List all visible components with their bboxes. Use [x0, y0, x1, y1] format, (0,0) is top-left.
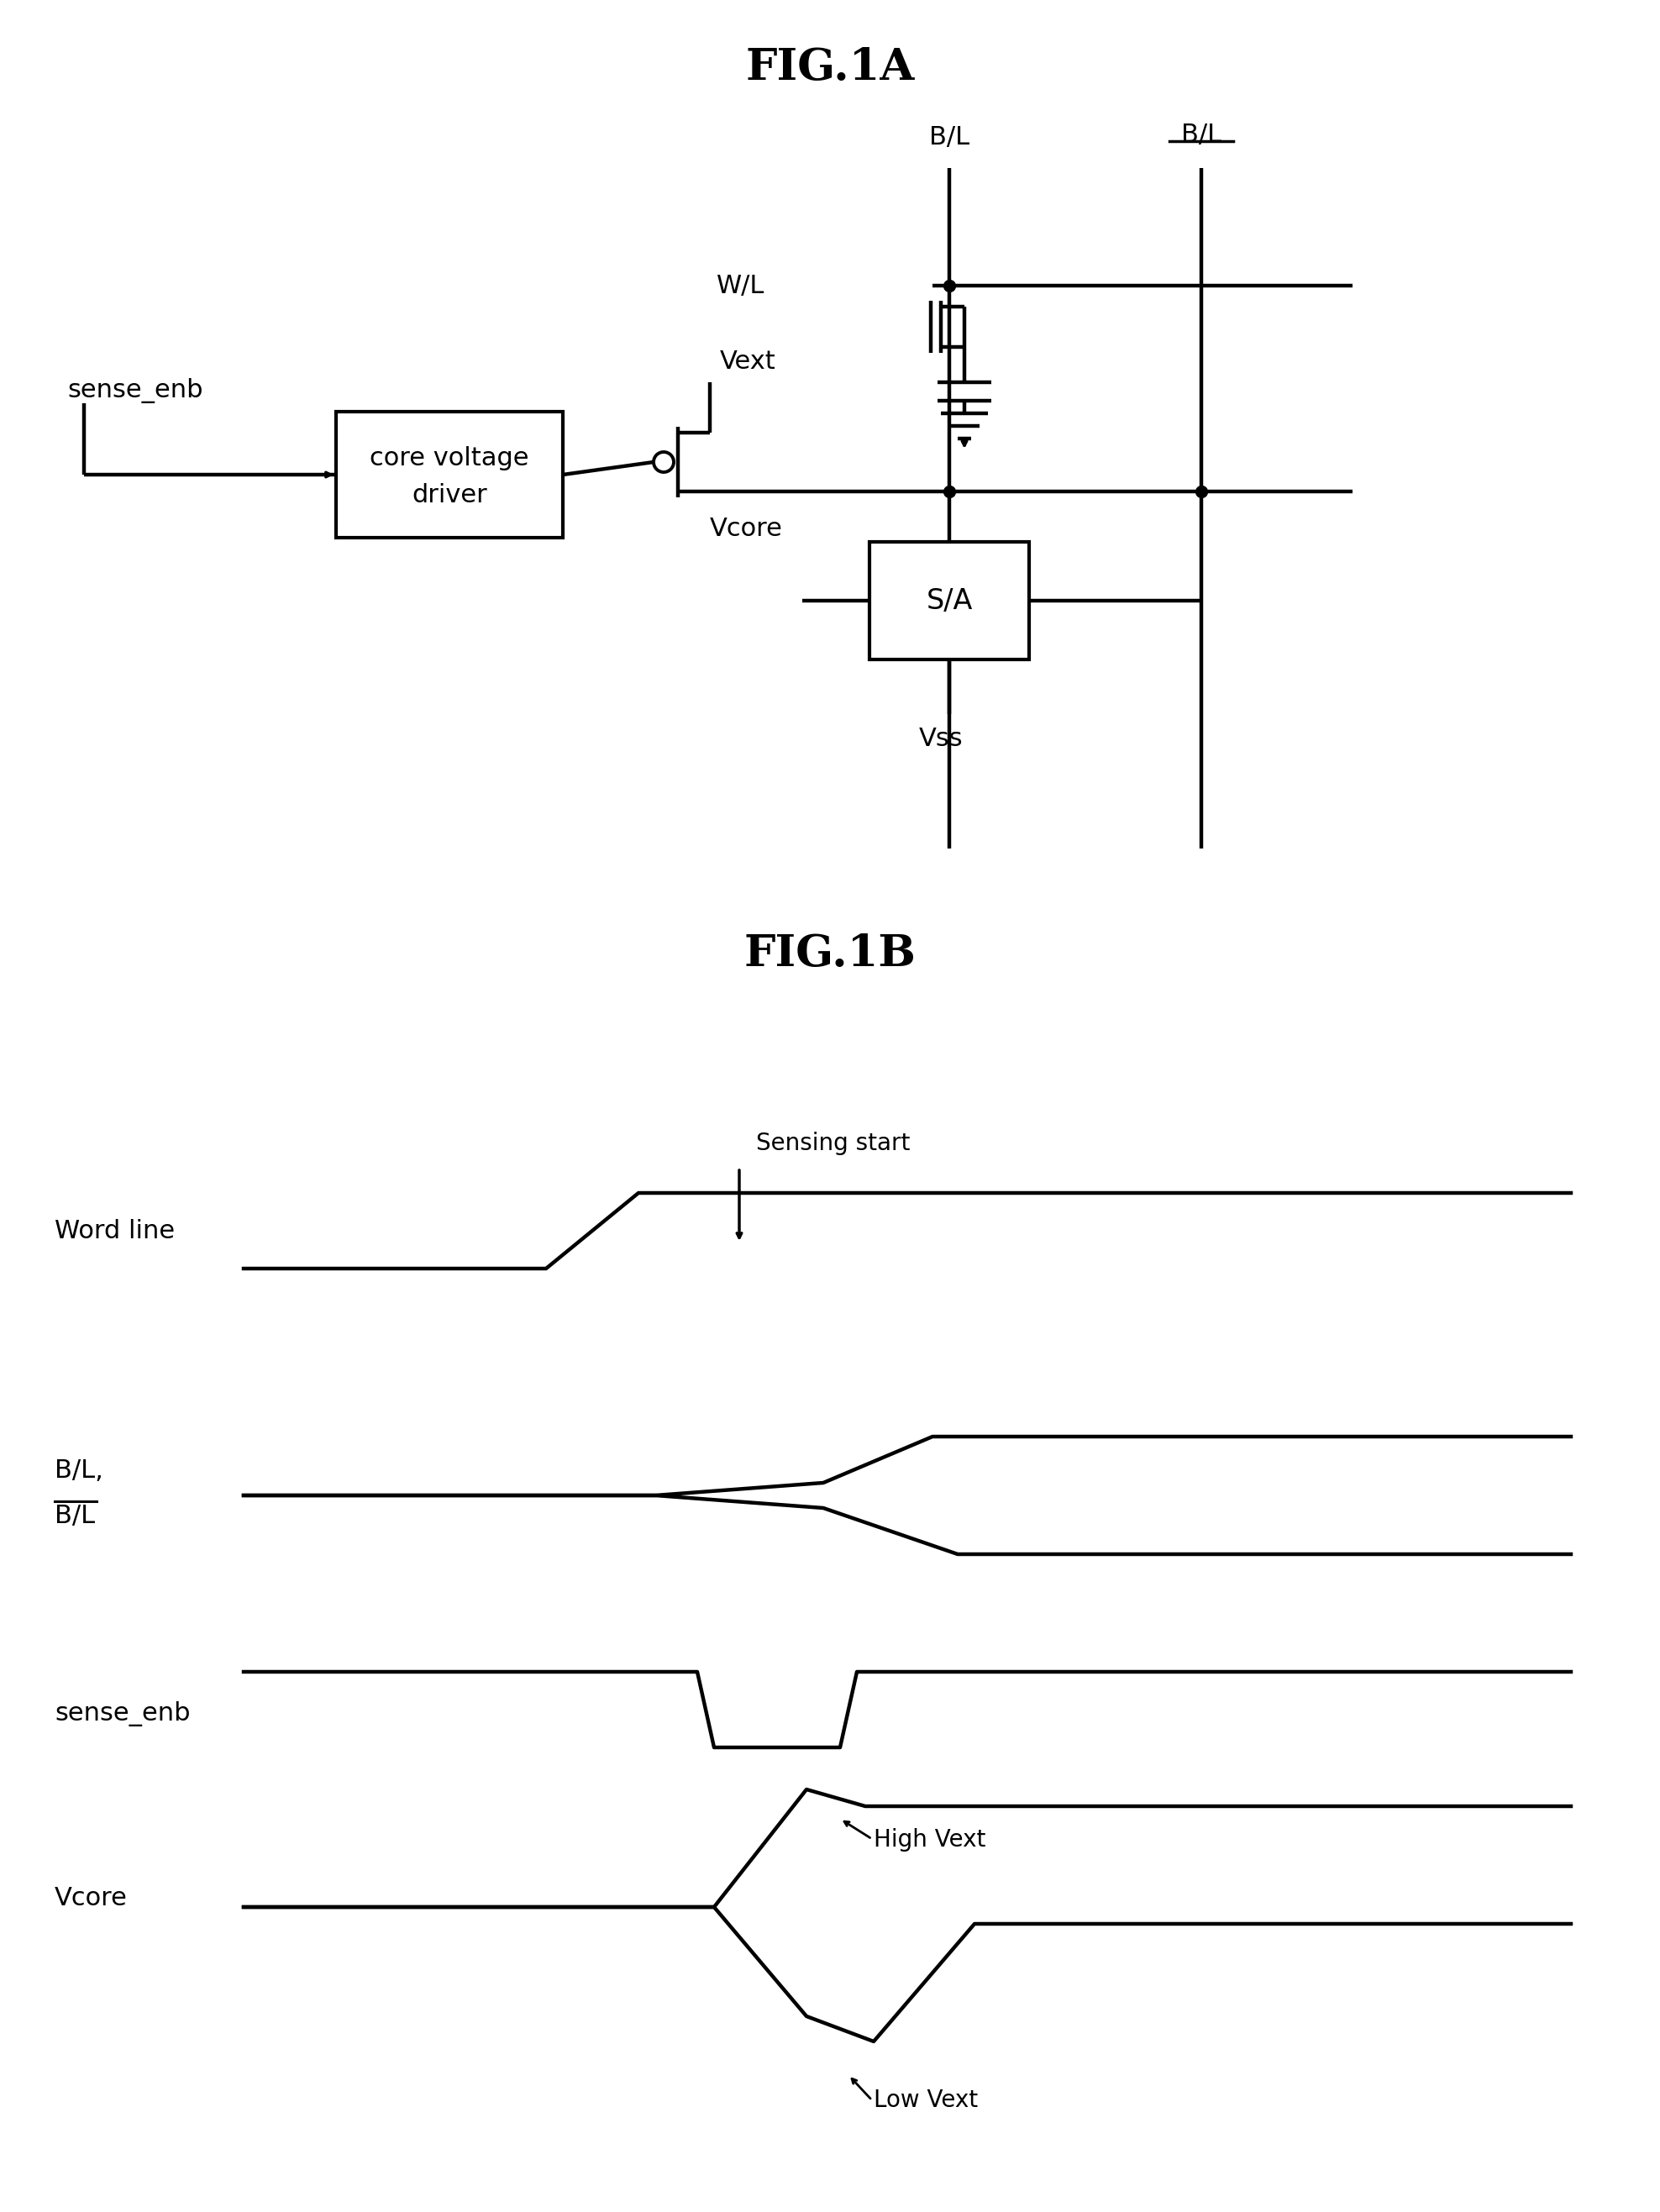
Text: Vcore: Vcore	[710, 518, 784, 542]
Text: core voltage: core voltage	[370, 445, 530, 469]
Text: Vcore: Vcore	[55, 1887, 128, 1911]
Text: B/L: B/L	[55, 1504, 95, 1528]
Text: driver: driver	[412, 484, 486, 509]
Text: High Vext: High Vext	[873, 1827, 986, 1851]
Bar	[335, 411, 563, 538]
Text: Word line: Word line	[55, 1219, 174, 1243]
Text: B/L: B/L	[1182, 122, 1222, 146]
Text: W/L: W/L	[715, 274, 765, 299]
Text: sense_enb: sense_enb	[66, 378, 203, 403]
Text: B/L: B/L	[930, 126, 969, 150]
Text: Low Vext: Low Vext	[873, 2088, 978, 2112]
Text: S/A: S/A	[926, 586, 973, 615]
Text: FIG.1A: FIG.1A	[745, 46, 915, 88]
Bar	[870, 542, 1029, 659]
Text: Vext: Vext	[720, 349, 775, 374]
Text: Sensing start: Sensing start	[755, 1133, 910, 1155]
Text: FIG.1B: FIG.1B	[744, 933, 916, 975]
Text: sense_enb: sense_enb	[55, 1701, 191, 1725]
Text: Vss: Vss	[918, 728, 963, 752]
Text: B/L,: B/L,	[55, 1458, 103, 1482]
